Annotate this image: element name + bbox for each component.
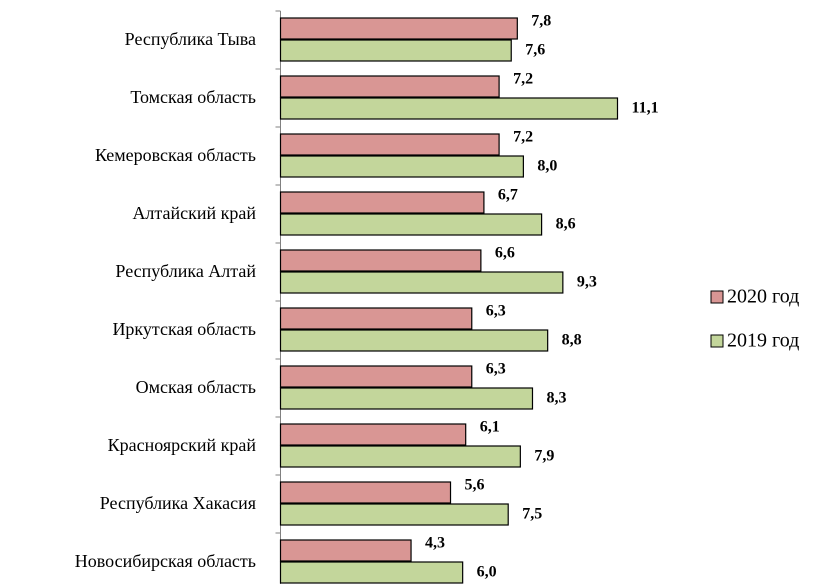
value-label: 7,8 xyxy=(531,13,551,30)
bar xyxy=(279,539,412,562)
bar xyxy=(279,387,534,410)
value-label: 8,6 xyxy=(556,216,576,233)
value-label: 7,2 xyxy=(513,129,533,146)
category-label: Республика Хакасия xyxy=(100,493,256,513)
value-label: 8,0 xyxy=(537,158,557,175)
bar xyxy=(279,365,473,388)
value-label: 6,7 xyxy=(498,187,518,204)
value-label: 5,6 xyxy=(465,477,485,494)
category-label: Республика Алтай xyxy=(115,261,256,281)
bar xyxy=(279,561,464,584)
category-label: Алтайский край xyxy=(132,203,256,223)
value-label: 6,1 xyxy=(480,419,500,436)
category-label: Омская область xyxy=(136,377,256,397)
value-label: 7,2 xyxy=(513,71,533,88)
category-label: Иркутская область xyxy=(112,319,256,339)
category-label: Кемеровская область xyxy=(95,145,256,165)
bar xyxy=(279,97,619,120)
category-label: Республика Тыва xyxy=(125,29,256,49)
bar xyxy=(279,39,512,62)
legend-swatch xyxy=(710,334,724,348)
bar xyxy=(279,191,485,214)
value-label: 8,8 xyxy=(562,332,582,349)
bar xyxy=(279,17,518,40)
bar xyxy=(279,423,467,446)
bar xyxy=(279,329,549,352)
value-label: 7,6 xyxy=(525,42,545,59)
bar xyxy=(279,213,543,236)
value-label: 11,1 xyxy=(632,100,659,117)
value-label: 7,5 xyxy=(522,506,542,523)
value-label: 6,6 xyxy=(495,245,515,262)
bar xyxy=(279,445,521,468)
bar xyxy=(279,307,473,330)
bar xyxy=(279,271,564,294)
value-label: 4,3 xyxy=(425,535,445,552)
category-label: Томская область xyxy=(130,87,256,107)
bar xyxy=(279,503,509,526)
bar xyxy=(279,249,482,272)
value-label: 7,9 xyxy=(534,448,554,465)
value-label: 9,3 xyxy=(577,274,597,291)
value-label: 6,0 xyxy=(477,564,497,581)
bar xyxy=(279,133,500,156)
category-label: Красноярский край xyxy=(108,435,257,455)
value-label: 8,3 xyxy=(546,390,566,407)
value-label: 6,3 xyxy=(486,361,506,378)
legend-label: 2019 год xyxy=(727,330,799,352)
bar xyxy=(279,481,452,504)
category-label: Новосибирская область xyxy=(75,551,256,571)
value-label: 6,3 xyxy=(486,303,506,320)
legend-label: 2020 год xyxy=(727,286,799,308)
bar xyxy=(279,75,500,98)
bar xyxy=(279,155,524,178)
legend-swatch xyxy=(710,290,724,304)
